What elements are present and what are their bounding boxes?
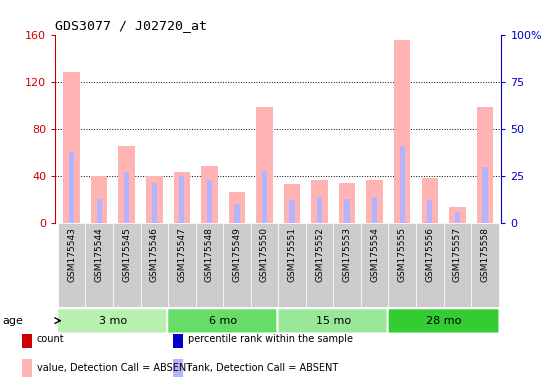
Bar xyxy=(223,223,251,307)
Text: GSM175557: GSM175557 xyxy=(453,227,462,282)
Text: GSM175545: GSM175545 xyxy=(122,227,131,282)
Text: 6 mo: 6 mo xyxy=(209,316,237,326)
Bar xyxy=(366,180,383,223)
Bar xyxy=(262,171,267,223)
Bar xyxy=(124,172,129,223)
FancyBboxPatch shape xyxy=(277,308,389,334)
Text: 28 mo: 28 mo xyxy=(426,316,461,326)
Bar xyxy=(422,178,438,223)
Bar xyxy=(173,359,183,376)
Bar xyxy=(234,204,240,223)
Text: GSM175555: GSM175555 xyxy=(398,227,407,282)
Bar xyxy=(311,180,328,223)
Bar xyxy=(289,200,295,223)
Bar xyxy=(306,223,333,307)
Bar xyxy=(482,167,488,223)
Text: count: count xyxy=(37,334,64,344)
Text: GSM175556: GSM175556 xyxy=(425,227,434,282)
Text: GSM175549: GSM175549 xyxy=(233,227,241,282)
Bar xyxy=(477,108,493,223)
FancyBboxPatch shape xyxy=(57,308,169,334)
Bar xyxy=(388,223,416,307)
Bar xyxy=(251,223,278,307)
Bar xyxy=(146,176,163,223)
Bar xyxy=(344,199,350,223)
Bar xyxy=(361,223,388,307)
Bar xyxy=(91,176,107,223)
Bar xyxy=(394,40,410,223)
Text: GSM175551: GSM175551 xyxy=(288,227,296,282)
Bar xyxy=(168,223,196,307)
Bar xyxy=(278,223,306,307)
Bar xyxy=(196,223,223,307)
Bar xyxy=(471,223,499,307)
Text: GSM175548: GSM175548 xyxy=(205,227,214,282)
Text: GSM175543: GSM175543 xyxy=(67,227,76,282)
Bar xyxy=(444,223,471,307)
Text: percentile rank within the sample: percentile rank within the sample xyxy=(188,334,353,344)
Bar xyxy=(207,180,212,223)
Text: 15 mo: 15 mo xyxy=(316,316,351,326)
Text: GSM175552: GSM175552 xyxy=(315,227,324,282)
Text: rank, Detection Call = ABSENT: rank, Detection Call = ABSENT xyxy=(188,363,338,373)
Text: age: age xyxy=(3,316,24,326)
Text: GSM175550: GSM175550 xyxy=(260,227,269,282)
Text: GSM175546: GSM175546 xyxy=(150,227,159,282)
Text: GSM175553: GSM175553 xyxy=(343,227,352,282)
Bar xyxy=(58,223,85,307)
Text: GDS3077 / J02720_at: GDS3077 / J02720_at xyxy=(55,19,207,32)
Bar xyxy=(22,359,31,376)
Text: GSM175544: GSM175544 xyxy=(95,227,104,282)
Text: 3 mo: 3 mo xyxy=(99,316,127,326)
Text: GSM175554: GSM175554 xyxy=(370,227,379,282)
Bar xyxy=(69,152,74,223)
Bar xyxy=(339,183,355,223)
Bar xyxy=(449,207,466,223)
Bar xyxy=(201,166,218,223)
Text: GSM175558: GSM175558 xyxy=(480,227,489,282)
Text: GSM175547: GSM175547 xyxy=(177,227,186,282)
Text: value, Detection Call = ABSENT: value, Detection Call = ABSENT xyxy=(37,363,192,373)
Bar xyxy=(85,223,113,307)
Bar xyxy=(284,184,300,223)
Bar xyxy=(22,331,31,348)
Bar xyxy=(372,197,377,223)
Bar xyxy=(455,212,460,223)
Bar xyxy=(113,223,141,307)
Bar xyxy=(141,223,168,307)
Bar xyxy=(179,176,185,223)
Bar xyxy=(174,172,190,223)
Bar xyxy=(256,108,273,223)
Bar xyxy=(229,192,245,223)
Bar xyxy=(416,223,444,307)
Bar xyxy=(63,72,80,223)
Bar xyxy=(333,223,361,307)
Bar xyxy=(118,146,135,223)
FancyBboxPatch shape xyxy=(168,308,279,334)
Bar xyxy=(317,197,322,223)
Bar xyxy=(152,183,157,223)
FancyBboxPatch shape xyxy=(388,308,500,334)
Bar xyxy=(427,200,433,223)
Bar xyxy=(96,199,102,223)
Bar xyxy=(173,331,183,348)
Bar xyxy=(399,146,405,223)
